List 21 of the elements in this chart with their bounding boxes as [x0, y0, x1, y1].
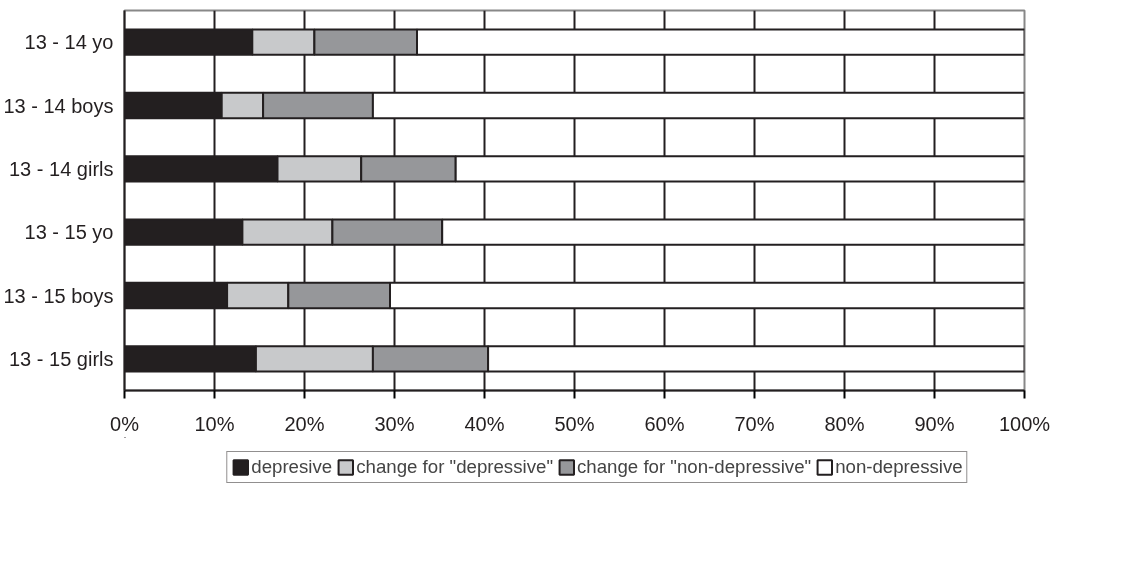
y-tick-label: 13 - 15 boys — [3, 284, 114, 307]
x-tick-label: 100% — [998, 412, 1051, 435]
x-tick-label: 50% — [554, 412, 595, 435]
x-tick-label: 90% — [914, 412, 955, 435]
y-tick-label: 13 - 15 girls — [9, 347, 114, 370]
legend-label: change for "non-depressive" — [577, 456, 812, 478]
x-tick-label: 20% — [284, 412, 325, 435]
x-tick-label: 80% — [824, 412, 865, 435]
legend-label: non-depressive — [835, 456, 963, 478]
x-tick-label: 10% — [194, 412, 235, 435]
x-tick-label: 40% — [464, 412, 505, 435]
y-tick-label: 13 - 14 boys — [3, 94, 114, 117]
y-tick-label: 13 - 14 girls — [9, 157, 114, 180]
x-tick-label: 0% — [110, 412, 140, 435]
x-tick-label: 60% — [644, 412, 685, 435]
legend-label: depresive — [251, 456, 333, 478]
x-tick-label: 70% — [734, 412, 775, 435]
y-tick-label: 13 - 15 yo — [24, 221, 114, 244]
legend-label: change for "depressive" — [356, 456, 553, 478]
x-tick-label: 30% — [374, 412, 415, 435]
y-tick-label: 13 - 14 yo — [24, 31, 114, 54]
